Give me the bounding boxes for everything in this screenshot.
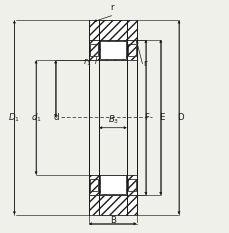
Bar bbox=[88, 20, 136, 40]
Bar bbox=[98, 175, 126, 195]
Bar bbox=[98, 195, 126, 215]
Bar bbox=[127, 44, 135, 56]
Text: $r_1$: $r_1$ bbox=[82, 56, 91, 68]
Text: r: r bbox=[142, 59, 146, 68]
Bar bbox=[88, 175, 136, 195]
Text: d: d bbox=[53, 113, 59, 122]
Bar bbox=[88, 195, 136, 215]
Bar bbox=[89, 44, 98, 56]
Bar bbox=[127, 44, 135, 56]
Text: E: E bbox=[158, 113, 164, 122]
Bar bbox=[98, 20, 126, 40]
Bar bbox=[99, 41, 125, 59]
Text: D: D bbox=[176, 113, 183, 122]
Bar bbox=[88, 20, 136, 40]
Text: $D_1$: $D_1$ bbox=[8, 111, 20, 124]
Bar bbox=[89, 44, 98, 56]
Bar bbox=[99, 175, 125, 194]
Bar bbox=[127, 179, 135, 191]
Text: r: r bbox=[110, 3, 113, 12]
Text: B: B bbox=[109, 216, 115, 225]
Bar bbox=[89, 179, 98, 191]
Bar bbox=[89, 179, 98, 191]
Bar bbox=[98, 40, 126, 60]
Bar bbox=[98, 40, 126, 60]
Bar bbox=[98, 20, 126, 40]
Bar bbox=[127, 179, 135, 191]
Text: $d_1$: $d_1$ bbox=[31, 111, 42, 124]
Bar bbox=[88, 195, 136, 215]
Bar bbox=[88, 175, 136, 195]
Bar bbox=[98, 175, 126, 195]
Text: $B_3$: $B_3$ bbox=[107, 114, 118, 126]
Bar bbox=[98, 195, 126, 215]
Text: F: F bbox=[143, 113, 148, 122]
Bar bbox=[88, 40, 136, 60]
Bar bbox=[88, 40, 136, 60]
